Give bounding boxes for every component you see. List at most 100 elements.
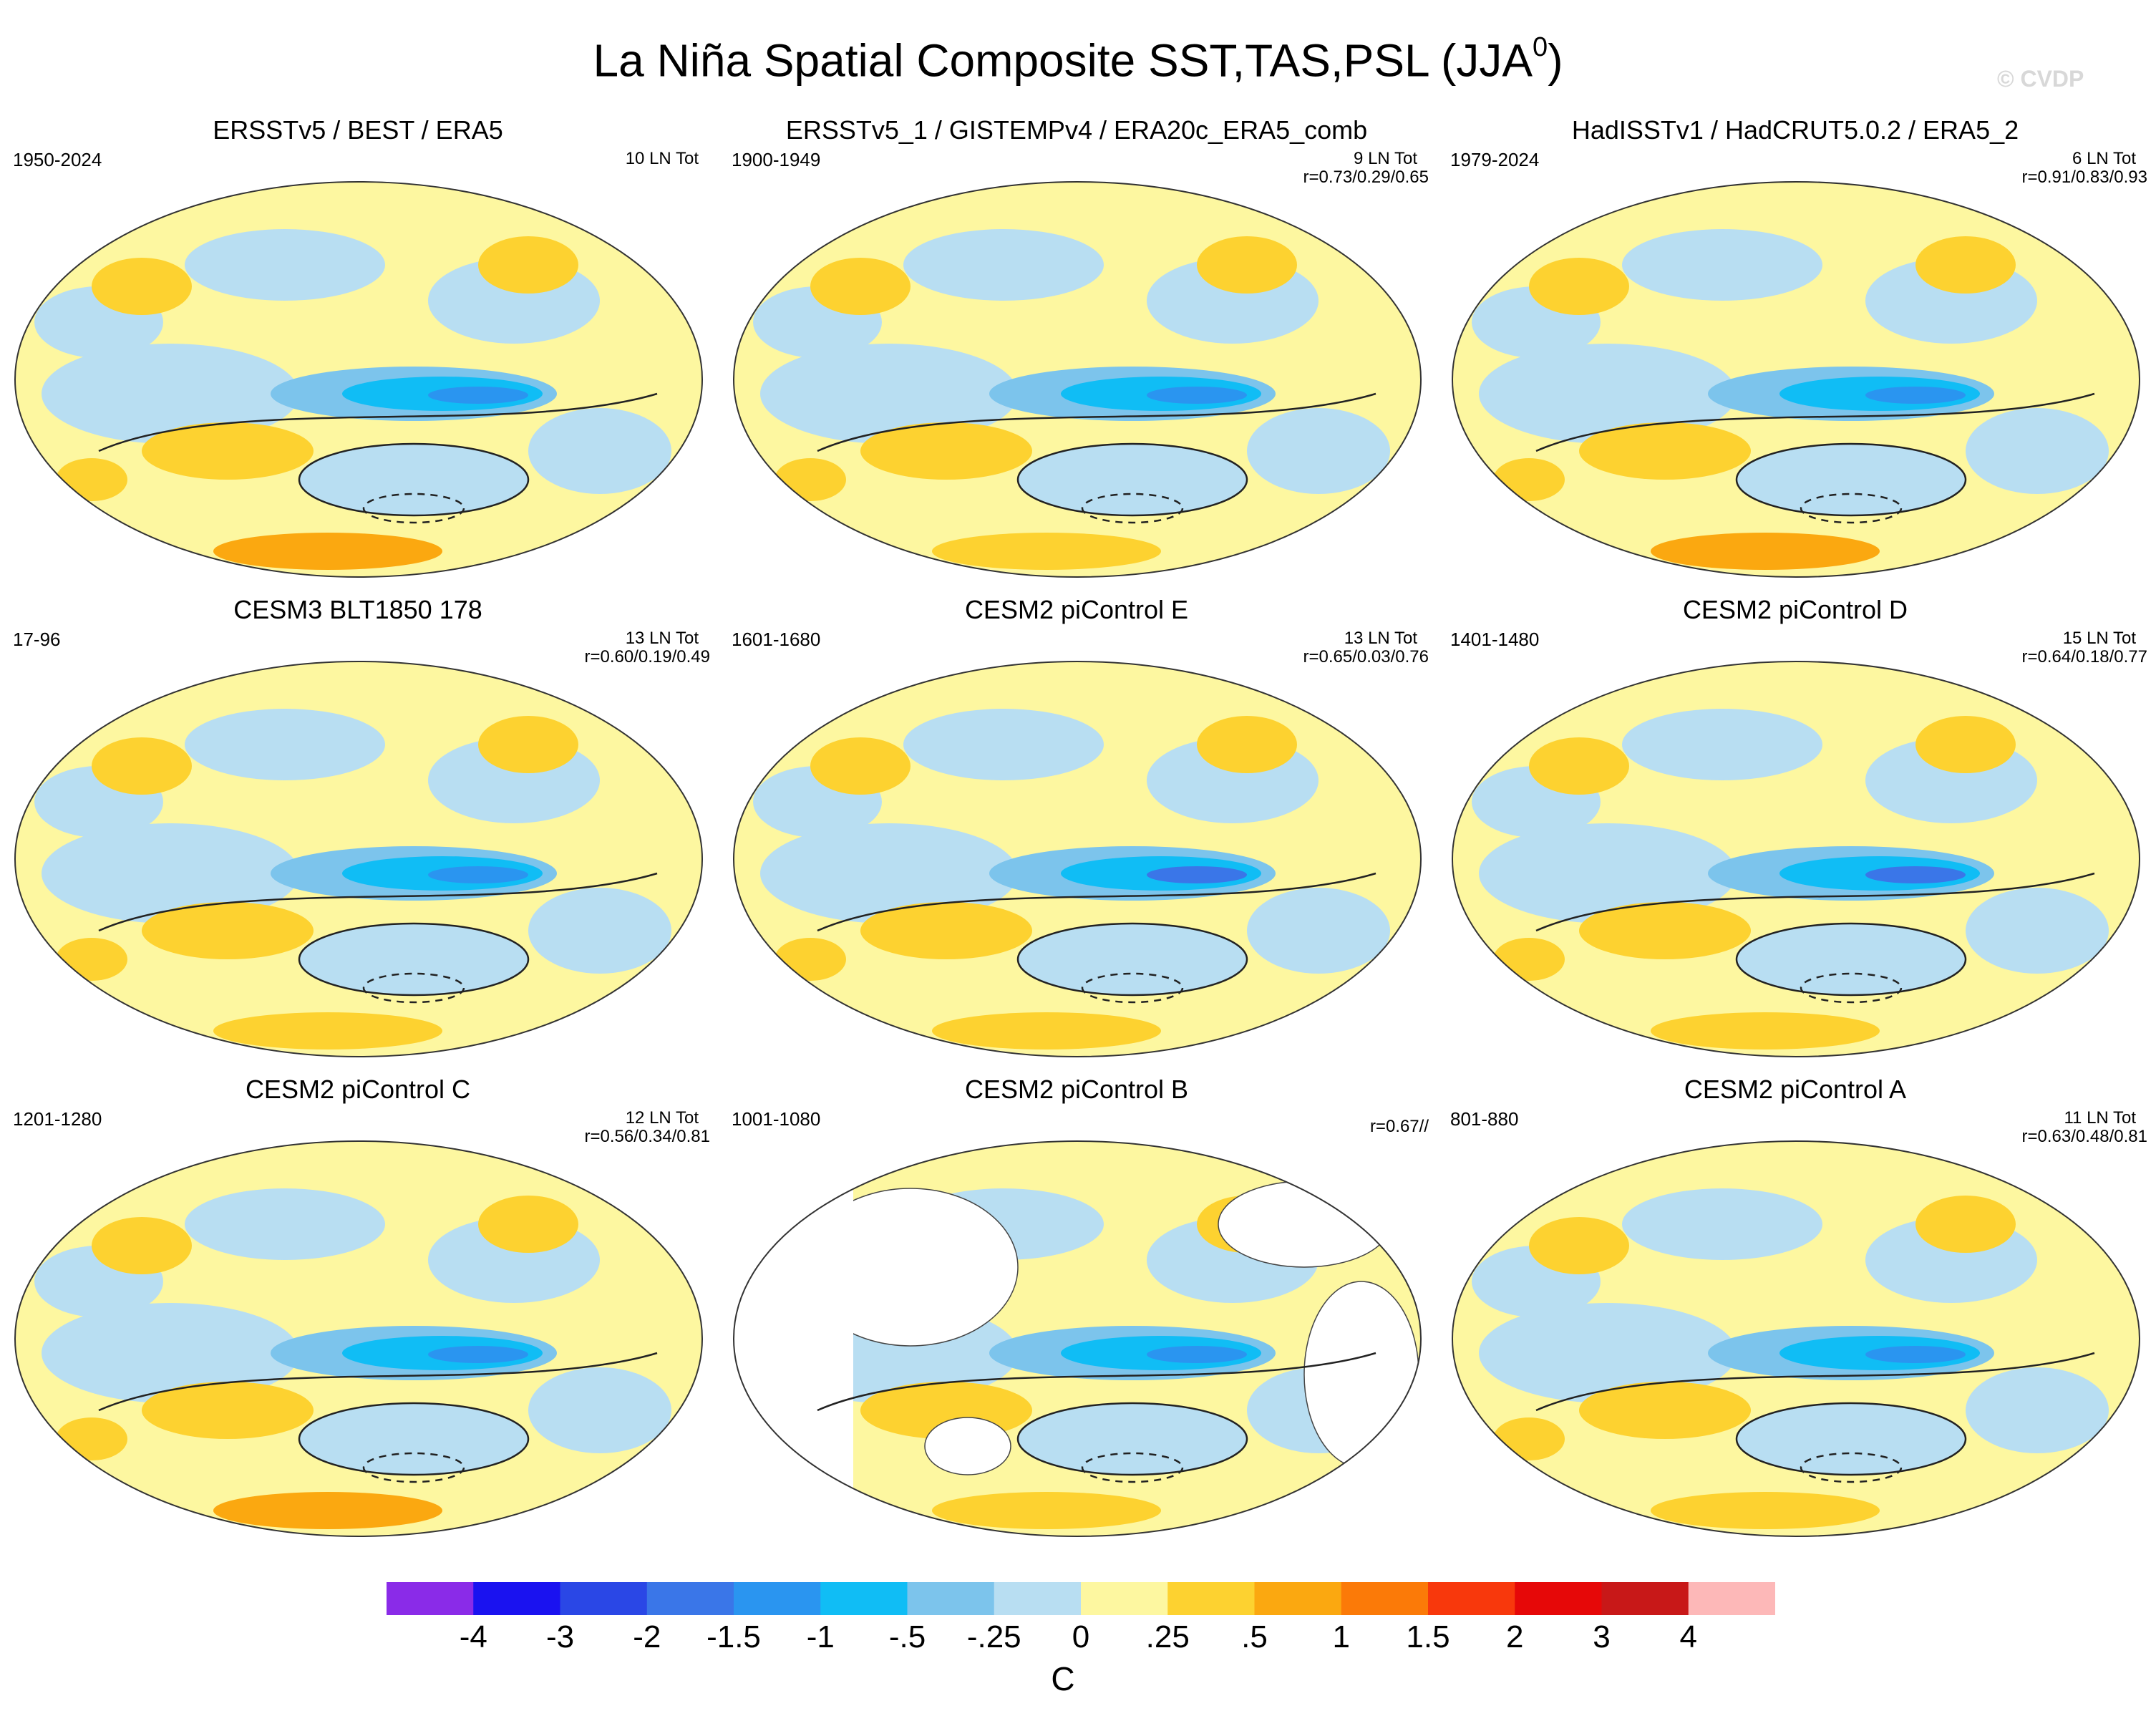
negative-anomaly-region <box>1018 924 1247 995</box>
figure-title-end: ) <box>1548 34 1563 87</box>
positive-anomaly-region <box>1493 1417 1565 1460</box>
psl-contour-negative <box>362 972 465 1004</box>
land-mask <box>1218 1181 1391 1268</box>
colorbar-tick-label: 2 <box>1506 1619 1524 1654</box>
panel-ln-count: 6 LN Tot <box>2072 149 2136 168</box>
negative-anomaly-region <box>1622 1188 1822 1260</box>
map-outline <box>1452 1140 2140 1537</box>
psl-contour <box>1016 442 1248 517</box>
panel-title: CESM2 piControl A <box>1684 1075 1907 1104</box>
anomaly-map <box>14 661 703 1057</box>
psl-contour <box>298 922 530 997</box>
anomaly-map <box>733 1140 1422 1537</box>
map-outline <box>14 181 703 578</box>
positive-anomaly-region <box>810 737 911 795</box>
positive-anomaly-region <box>56 938 127 981</box>
panel-pattern-correlation: r=0.64/0.18/0.77 <box>2021 647 2147 667</box>
negative-anomaly-region <box>1247 408 1390 494</box>
negative-anomaly-region <box>1966 1367 2109 1453</box>
positive-anomaly-region <box>213 533 442 570</box>
positive-anomaly-region <box>478 716 578 773</box>
panel-pattern-correlation: r=0.73/0.29/0.65 <box>1303 168 1429 187</box>
panel-pattern-correlation: r=0.60/0.19/0.49 <box>584 647 710 667</box>
map-panel: CESM2 piControl D 1401-1480 15 LN Tot r=0.6… <box>1437 587 2153 1060</box>
positive-anomaly-region <box>1579 902 1751 959</box>
positive-anomaly-region <box>1915 236 2016 294</box>
negative-anomaly-region <box>299 924 528 995</box>
panel-title: HadISSTv1 / HadCRUT5.0.2 / ERA5_2 <box>1571 115 2019 145</box>
negative-anomaly-region <box>903 229 1104 301</box>
anomaly-map <box>1452 661 2140 1057</box>
positive-anomaly-region <box>213 1012 442 1050</box>
psl-contour <box>298 1402 530 1476</box>
psl-contour <box>1016 922 1248 997</box>
psl-contour-negative <box>1081 972 1184 1004</box>
anomaly-map <box>1452 1140 2140 1537</box>
colorbar-tick-label: -1 <box>806 1619 835 1654</box>
positive-anomaly-region <box>932 1492 1161 1529</box>
psl-contour-negative <box>1800 972 1903 1004</box>
cold-tongue-core <box>1865 387 1966 404</box>
colorbar-swatch <box>560 1582 648 1615</box>
colorbar-swatch <box>1515 1582 1602 1615</box>
negative-anomaly-region <box>42 823 299 924</box>
map-outline <box>733 661 1422 1057</box>
positive-anomaly-region <box>92 258 192 315</box>
negative-anomaly-region <box>1018 1403 1247 1475</box>
panel-ln-count: 9 LN Tot <box>1354 149 1417 168</box>
colorbar-tick-label: -4 <box>459 1619 487 1654</box>
map-panel: ERSSTv5_1 / GISTEMPv4 / ERA20c_ERA5_comb… <box>719 107 1434 580</box>
negative-anomaly-region <box>185 709 385 780</box>
cold-tongue-core <box>1865 866 1966 883</box>
panel-period: 1900-1949 <box>732 149 821 170</box>
colorbar-swatch <box>1428 1582 1515 1615</box>
positive-anomaly-region <box>478 1196 578 1253</box>
positive-anomaly-region <box>1197 236 1297 294</box>
colorbar-swatch <box>907 1582 995 1615</box>
panel-period: 1601-1680 <box>732 629 821 650</box>
anomaly-map <box>1452 181 2140 578</box>
panel-period: 1001-1080 <box>732 1108 821 1130</box>
panel-ln-count: 15 LN Tot <box>2062 629 2136 648</box>
panel-pattern-correlation: r=0.56/0.34/0.81 <box>584 1127 710 1146</box>
colorbar-swatch <box>1688 1582 1775 1615</box>
map-panel: CESM3 BLT1850 178 17-96 13 LN Tot r=0.60/0.… <box>0 587 716 1060</box>
psl-contour <box>1735 922 1967 997</box>
negative-anomaly-region <box>299 444 528 515</box>
colorbar-tick-label: -2 <box>633 1619 661 1654</box>
psl-contour-negative <box>362 493 465 524</box>
land-mask <box>1303 1281 1419 1468</box>
colorbar-swatch <box>820 1582 908 1615</box>
psl-contour <box>98 392 658 452</box>
cold-tongue-core <box>428 866 528 883</box>
colorbar-swatch <box>646 1582 734 1615</box>
map-outline <box>1452 661 2140 1057</box>
map-panel: CESM2 piControl B 1001-1080 r=0.67// <box>719 1067 1434 1539</box>
colorbar-swatch <box>1341 1582 1429 1615</box>
negative-anomaly-region <box>1966 408 2109 494</box>
map-panel: HadISSTv1 / HadCRUT5.0.2 / ERA5_2 1979-20… <box>1437 107 2153 580</box>
negative-anomaly-region <box>760 823 1018 924</box>
positive-anomaly-region <box>213 1492 442 1529</box>
colorbar-units: C <box>1051 1660 1075 1697</box>
positive-anomaly-region <box>1915 1196 2016 1253</box>
psl-contour <box>1735 442 1967 517</box>
psl-contour <box>98 1352 658 1412</box>
panel-period: 1401-1480 <box>1450 629 1540 650</box>
negative-anomaly-region <box>185 1188 385 1260</box>
positive-anomaly-region <box>92 737 192 795</box>
colorbar-tick-label: 4 <box>1679 1619 1697 1654</box>
colorbar-swatch <box>387 1582 474 1615</box>
psl-contour-negative <box>362 1452 465 1483</box>
anomaly-map <box>733 181 1422 578</box>
negative-anomaly-region <box>185 229 385 301</box>
negative-anomaly-region <box>1737 924 1966 995</box>
positive-anomaly-region <box>56 1417 127 1460</box>
negative-anomaly-region <box>1018 444 1247 515</box>
psl-contour-negative <box>1081 493 1184 524</box>
positive-anomaly-region <box>142 902 314 959</box>
positive-anomaly-region <box>860 902 1032 959</box>
panel-ln-count: 13 LN Tot <box>625 629 699 648</box>
psl-contour-negative <box>1081 1452 1184 1483</box>
positive-anomaly-region <box>1579 422 1751 480</box>
